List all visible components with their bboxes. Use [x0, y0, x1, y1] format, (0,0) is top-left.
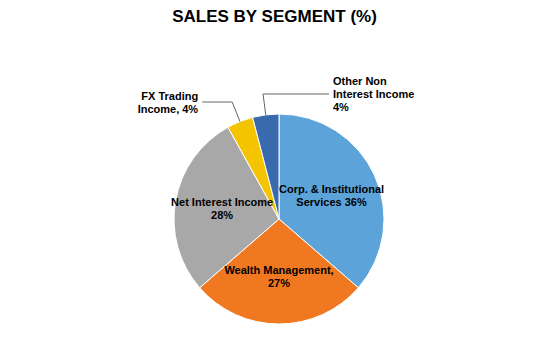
- html-text:SALES BY SEGMENT (%): SALES BY SEGMENT (%): [172, 7, 377, 26]
- svg-text:Wealth Management,27%: Wealth Management,27%: [224, 264, 333, 289]
- svg-text:Corp. & InstitutionalServices: Corp. & InstitutionalServices 36%: [279, 183, 384, 208]
- svg-text:FX TradingIncome, 4%: FX TradingIncome, 4%: [138, 90, 199, 115]
- svg-text:Net Interest Income28%: Net Interest Income28%: [171, 196, 273, 221]
- svg-text:Other NonInterest Income4%: Other NonInterest Income4%: [333, 75, 414, 113]
